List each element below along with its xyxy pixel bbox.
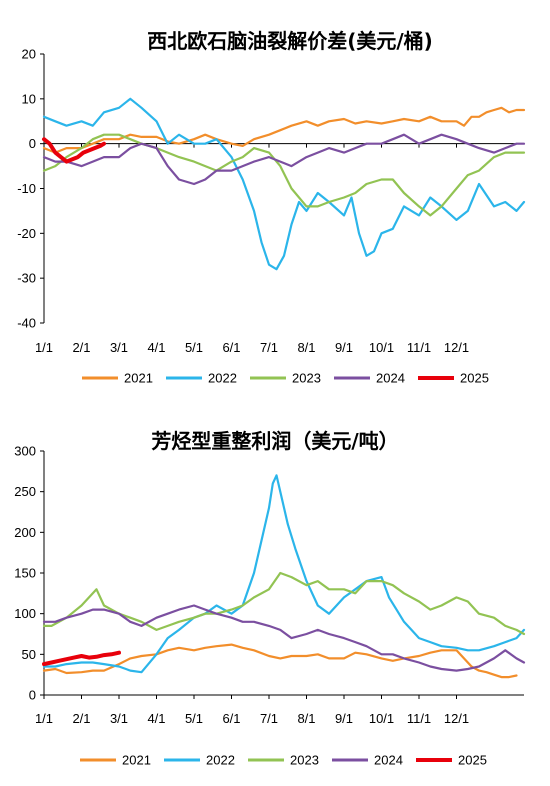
legend-label-2024: 2024 [376, 371, 405, 386]
x-tick-label: 3/1 [110, 340, 128, 355]
series-line-2024 [42, 133, 526, 186]
chart-title: 西北欧石脑油裂解价差(美元/桶) [147, 29, 433, 53]
series-line-2021 [42, 643, 518, 679]
y-tick-label: 300 [14, 444, 36, 459]
x-tick-label: 9/1 [335, 711, 353, 726]
x-tick-label: 6/1 [222, 340, 240, 355]
x-tick-label: 12/1 [444, 711, 469, 726]
legend-label-2021: 2021 [122, 753, 151, 768]
y-tick-label: -20 [17, 226, 36, 241]
y-tick-label: 250 [14, 484, 36, 499]
x-tick-label: 7/1 [260, 711, 278, 726]
y-tick-label: 50 [22, 647, 36, 662]
y-tick-label: 0 [29, 136, 36, 151]
y-tick-label: 200 [14, 525, 36, 540]
x-tick-label: 5/1 [185, 340, 203, 355]
aromatics-reforming-margin-chart: 芳烃型重整利润（美元/吨） 300 250 200 150 100 50 0 1/1 2/1 3… [14, 429, 526, 768]
x-tick-label: 10/1 [369, 340, 394, 355]
legend-label-2022: 2022 [208, 371, 237, 386]
x-tick-label: 5/1 [185, 711, 203, 726]
x-tick-label: 8/1 [297, 340, 315, 355]
x-tick-label: 1/1 [35, 711, 53, 726]
series-line-2022 [42, 97, 526, 271]
series-line-2021 [42, 106, 526, 154]
x-tick-label: 11/1 [407, 340, 431, 355]
y-tick-label: -10 [17, 181, 36, 196]
legend-label-2021: 2021 [124, 371, 153, 386]
y-tick-label: 150 [14, 566, 36, 581]
y-tick-label: -30 [17, 271, 36, 286]
series-line-2022 [42, 474, 526, 674]
x-tick-label: 11/1 [407, 711, 431, 726]
naphtha-crack-spread-chart: 西北欧石脑油裂解价差(美元/桶) 20 10 0 -10 -20 -30 -40 1/1 2/… [17, 29, 526, 386]
x-tick-label: 8/1 [297, 711, 315, 726]
x-tick-label: 2/1 [72, 711, 90, 726]
y-tick-label: 10 [22, 91, 36, 106]
x-tick-label: 2/1 [72, 340, 90, 355]
x-tick-label: 1/1 [35, 340, 53, 355]
y-tick-label: 20 [22, 47, 36, 62]
legend-label-2022: 2022 [206, 753, 235, 768]
series-line-2025 [42, 137, 106, 164]
x-tick-label: 7/1 [260, 340, 278, 355]
legend-label-2025: 2025 [460, 371, 489, 386]
series-line-2024 [42, 604, 526, 672]
series-line-2025 [42, 650, 121, 667]
x-tick-label: 4/1 [147, 711, 165, 726]
legend-label-2023: 2023 [292, 371, 321, 386]
x-tick-label: 3/1 [110, 711, 128, 726]
series-line-2023 [42, 571, 526, 636]
x-tick-label: 12/1 [444, 340, 469, 355]
x-tick-label: 9/1 [335, 340, 353, 355]
legend-label-2024: 2024 [374, 753, 403, 768]
series-line-2023 [42, 133, 526, 217]
x-tick-label: 10/1 [369, 711, 394, 726]
legend-label-2025: 2025 [458, 753, 487, 768]
x-tick-label: 4/1 [147, 340, 165, 355]
y-tick-label: 100 [14, 606, 36, 621]
y-tick-label: 0 [29, 688, 36, 703]
legend-label-2023: 2023 [290, 753, 319, 768]
chart-title: 芳烃型重整利润（美元/吨） [151, 429, 398, 453]
x-tick-label: 6/1 [222, 711, 240, 726]
y-tick-label: -40 [17, 316, 36, 331]
